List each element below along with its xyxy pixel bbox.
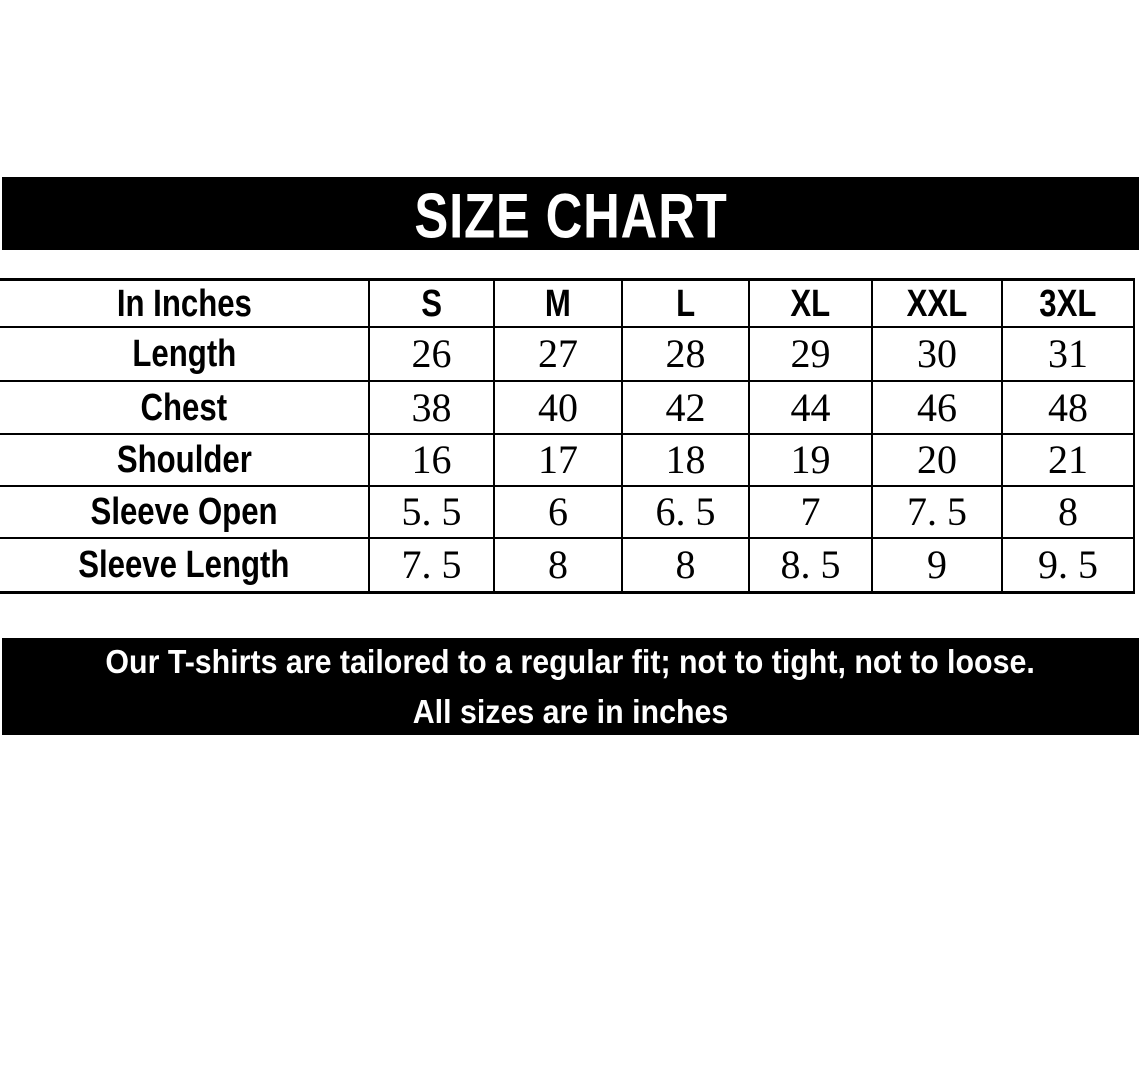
row-label: Sleeve Length bbox=[78, 544, 290, 586]
row-label: Length bbox=[132, 333, 236, 375]
value-cell: 8. 5 bbox=[750, 539, 873, 594]
value-cell: 8 bbox=[623, 539, 750, 594]
header-cell-3xl: 3XL bbox=[1003, 281, 1135, 328]
header-cell-in-inches: In Inches bbox=[0, 281, 370, 328]
value-cell: 26 bbox=[370, 328, 495, 382]
value-cell: 38 bbox=[370, 382, 495, 435]
measurement-value: 7 bbox=[800, 489, 821, 534]
row-label: Chest bbox=[140, 386, 228, 429]
measurement-value: 17 bbox=[538, 437, 578, 482]
value-cell: 7. 5 bbox=[873, 487, 1003, 539]
value-cell: 30 bbox=[873, 328, 1003, 382]
value-cell: 7. 5 bbox=[370, 539, 495, 594]
value-cell: 5. 5 bbox=[370, 487, 495, 539]
value-cell: 6 bbox=[495, 487, 623, 539]
header-label: XXL bbox=[906, 282, 968, 325]
row-label: Shoulder bbox=[116, 439, 252, 481]
value-cell: 28 bbox=[623, 328, 750, 382]
fit-note-line: Our T-shirts are tailored to a regular f… bbox=[105, 642, 1036, 680]
row-label-cell-sleeve-open: Sleeve Open bbox=[0, 487, 370, 539]
measurement-value: 20 bbox=[917, 437, 957, 482]
row-label-cell-chest: Chest bbox=[0, 382, 370, 435]
header-label: M bbox=[545, 282, 571, 325]
measurement-value: 29 bbox=[790, 331, 831, 376]
measurement-value: 46 bbox=[917, 384, 957, 430]
value-cell: 21 bbox=[1003, 435, 1135, 487]
header-label: 3XL bbox=[1039, 282, 1097, 325]
header-cell-l: L bbox=[623, 281, 750, 328]
header-cell-xl: XL bbox=[750, 281, 873, 328]
measurement-value: 48 bbox=[1048, 384, 1088, 430]
value-cell: 42 bbox=[623, 382, 750, 435]
header-cell-xxl: XXL bbox=[873, 281, 1003, 328]
header-cell-s: S bbox=[370, 281, 495, 328]
measurement-value: 8 bbox=[675, 542, 696, 587]
header-cell-m: M bbox=[495, 281, 623, 328]
measurement-value: 9 bbox=[927, 542, 947, 587]
row-label-cell-shoulder: Shoulder bbox=[0, 435, 370, 487]
measurement-value: 40 bbox=[538, 384, 578, 430]
value-cell: 44 bbox=[750, 382, 873, 435]
value-cell: 48 bbox=[1003, 382, 1135, 435]
measurement-value: 44 bbox=[790, 384, 831, 430]
size-table: In Inches S M L XL XXL 3XL Length 26 27 … bbox=[0, 278, 1135, 594]
value-cell: 19 bbox=[750, 435, 873, 487]
measurement-value: 28 bbox=[665, 331, 706, 376]
row-label: Sleeve Open bbox=[90, 491, 278, 533]
measurement-value: 21 bbox=[1048, 437, 1088, 482]
measurement-value: 7. 5 bbox=[907, 489, 967, 534]
value-cell: 9. 5 bbox=[1003, 539, 1135, 594]
measurement-value: 38 bbox=[411, 384, 452, 430]
units-note-line: All sizes are in inches bbox=[412, 692, 729, 730]
measurement-value: 8 bbox=[548, 542, 568, 587]
value-cell: 40 bbox=[495, 382, 623, 435]
value-cell: 31 bbox=[1003, 328, 1135, 382]
value-cell: 29 bbox=[750, 328, 873, 382]
footer-note-bar: Our T-shirts are tailored to a regular f… bbox=[2, 638, 1139, 735]
measurement-value: 42 bbox=[665, 384, 706, 430]
measurement-value: 19 bbox=[790, 437, 831, 482]
row-label-cell-sleeve-length: Sleeve Length bbox=[0, 539, 370, 594]
measurement-value: 26 bbox=[411, 331, 452, 376]
measurement-value: 5. 5 bbox=[401, 489, 462, 534]
header-label: L bbox=[675, 282, 696, 325]
value-cell: 17 bbox=[495, 435, 623, 487]
value-cell: 46 bbox=[873, 382, 1003, 435]
measurement-value: 8 bbox=[1058, 489, 1078, 534]
value-cell: 8 bbox=[1003, 487, 1135, 539]
measurement-value: 7. 5 bbox=[401, 542, 462, 587]
measurement-value: 6. 5 bbox=[655, 489, 716, 534]
header-label: XL bbox=[790, 282, 831, 325]
header-label: S bbox=[421, 282, 442, 325]
measurement-value: 6 bbox=[548, 489, 568, 534]
measurement-value: 18 bbox=[665, 437, 706, 482]
measurement-value: 30 bbox=[917, 331, 957, 376]
row-label-cell-length: Length bbox=[0, 328, 370, 382]
value-cell: 18 bbox=[623, 435, 750, 487]
value-cell: 27 bbox=[495, 328, 623, 382]
measurement-value: 27 bbox=[538, 331, 578, 376]
measurement-value: 9. 5 bbox=[1038, 542, 1098, 587]
value-cell: 8 bbox=[495, 539, 623, 594]
measurement-value: 31 bbox=[1048, 331, 1088, 376]
value-cell: 20 bbox=[873, 435, 1003, 487]
value-cell: 9 bbox=[873, 539, 1003, 594]
value-cell: 16 bbox=[370, 435, 495, 487]
value-cell: 6. 5 bbox=[623, 487, 750, 539]
value-cell: 7 bbox=[750, 487, 873, 539]
measurement-value: 16 bbox=[411, 437, 452, 482]
measurement-value: 8. 5 bbox=[780, 542, 841, 587]
size-chart-banner: SIZE CHART bbox=[2, 177, 1139, 250]
header-label: In Inches bbox=[116, 282, 252, 325]
page-title: SIZE CHART bbox=[413, 180, 728, 252]
